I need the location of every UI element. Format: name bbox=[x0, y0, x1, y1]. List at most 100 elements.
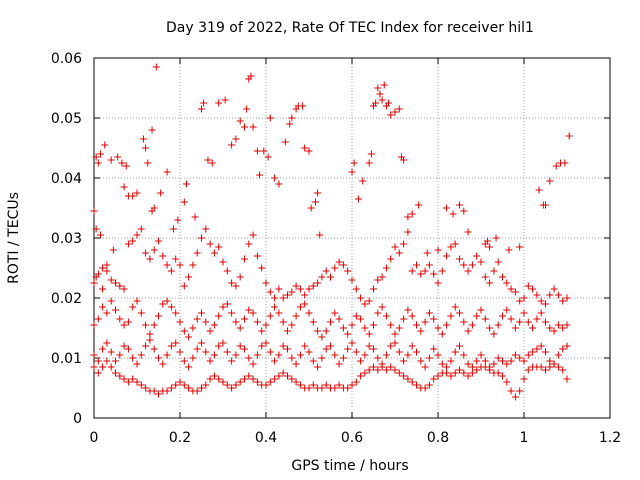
data-point bbox=[124, 378, 132, 386]
data-point bbox=[142, 342, 150, 350]
y-tick-label: 0.04 bbox=[51, 171, 82, 187]
data-point bbox=[505, 246, 513, 254]
data-point bbox=[193, 387, 201, 395]
data-point bbox=[120, 285, 128, 293]
data-point bbox=[486, 324, 494, 332]
data-point bbox=[172, 255, 180, 263]
data-point bbox=[378, 303, 386, 311]
data-point bbox=[129, 375, 137, 383]
data-point bbox=[391, 366, 399, 374]
data-point bbox=[391, 330, 399, 338]
data-point bbox=[271, 174, 279, 182]
data-point bbox=[524, 351, 532, 359]
data-point bbox=[460, 261, 468, 269]
data-point bbox=[554, 291, 562, 299]
data-point bbox=[174, 216, 182, 224]
data-point bbox=[116, 372, 124, 380]
data-point bbox=[365, 297, 373, 305]
data-point bbox=[408, 210, 416, 218]
data-point bbox=[103, 309, 111, 317]
data-point bbox=[253, 252, 261, 260]
data-point bbox=[301, 144, 309, 152]
data-point bbox=[193, 345, 201, 353]
chart-title: Day 319 of 2022, Rate Of TEC Index for r… bbox=[166, 20, 534, 36]
data-point bbox=[262, 339, 270, 347]
data-point bbox=[107, 276, 115, 284]
data-point bbox=[215, 312, 223, 320]
data-point bbox=[550, 360, 558, 368]
data-point bbox=[245, 372, 253, 380]
data-point bbox=[524, 282, 532, 290]
data-point bbox=[357, 372, 365, 380]
data-point bbox=[120, 183, 128, 191]
data-point bbox=[155, 312, 162, 320]
data-point bbox=[395, 324, 403, 332]
data-point bbox=[374, 84, 382, 92]
data-point bbox=[167, 384, 175, 392]
data-point bbox=[387, 342, 395, 350]
data-point bbox=[507, 357, 515, 365]
data-point bbox=[103, 261, 111, 269]
data-point bbox=[359, 177, 367, 185]
data-point bbox=[460, 207, 468, 215]
data-point bbox=[129, 303, 137, 311]
data-point bbox=[167, 342, 175, 350]
data-point bbox=[292, 282, 300, 290]
data-point bbox=[492, 234, 500, 242]
data-point bbox=[348, 381, 356, 389]
data-point bbox=[176, 348, 184, 356]
data-point bbox=[550, 285, 558, 293]
data-point bbox=[348, 168, 356, 176]
data-point bbox=[464, 372, 472, 380]
data-point bbox=[503, 360, 511, 368]
data-point bbox=[253, 351, 261, 359]
data-point bbox=[460, 318, 468, 326]
data-point bbox=[281, 138, 289, 146]
data-point bbox=[417, 327, 425, 335]
data-point bbox=[253, 147, 261, 155]
data-point bbox=[228, 384, 236, 392]
data-point bbox=[245, 354, 253, 362]
data-point bbox=[400, 357, 408, 365]
data-point bbox=[309, 282, 317, 290]
data-point bbox=[331, 309, 339, 317]
data-point bbox=[99, 345, 107, 353]
data-point bbox=[245, 306, 253, 314]
data-point bbox=[163, 387, 171, 395]
data-point bbox=[159, 300, 167, 308]
data-point bbox=[215, 243, 223, 251]
data-point bbox=[382, 351, 390, 359]
data-point bbox=[180, 198, 188, 206]
data-point bbox=[101, 141, 109, 149]
data-point bbox=[438, 360, 446, 368]
data-point bbox=[449, 210, 457, 218]
plot-frame bbox=[93, 57, 611, 419]
data-point bbox=[112, 306, 119, 314]
y-axis-label: ROTI / TECUs bbox=[6, 192, 22, 284]
data-point bbox=[456, 255, 463, 263]
data-points bbox=[90, 63, 573, 401]
data-point bbox=[182, 180, 190, 188]
data-point bbox=[133, 360, 141, 368]
data-point bbox=[486, 243, 494, 251]
data-point bbox=[327, 273, 334, 281]
data-point bbox=[378, 363, 386, 371]
data-point bbox=[387, 111, 395, 119]
y-tick-label: 0.01 bbox=[51, 351, 82, 367]
data-point bbox=[348, 276, 356, 284]
data-point bbox=[447, 312, 455, 320]
data-point bbox=[210, 372, 218, 380]
data-point bbox=[473, 252, 481, 260]
data-point bbox=[499, 312, 506, 320]
data-point bbox=[365, 342, 373, 350]
x-tick-label: 1.2 bbox=[599, 430, 621, 446]
data-point bbox=[438, 267, 446, 275]
data-point bbox=[146, 336, 154, 344]
data-point bbox=[430, 315, 438, 323]
data-point bbox=[198, 234, 205, 242]
data-point bbox=[385, 99, 393, 107]
data-point bbox=[210, 321, 218, 329]
data-point bbox=[94, 270, 102, 278]
data-point bbox=[370, 321, 377, 329]
data-point bbox=[90, 207, 98, 215]
